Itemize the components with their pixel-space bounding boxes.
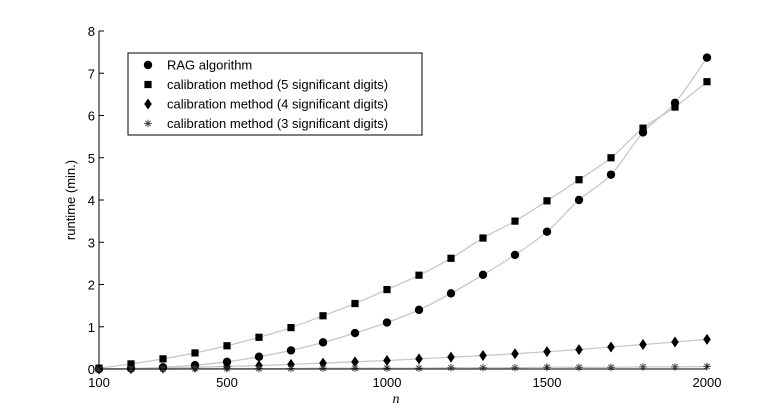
legend-marker: [143, 60, 153, 70]
series-3-point: [575, 344, 583, 356]
series-2-point: [415, 271, 423, 279]
series-3-point: [479, 349, 487, 361]
x-tick-label: 2000: [693, 375, 722, 390]
series-4-point: [319, 364, 327, 372]
series-1-point: [510, 250, 520, 260]
legend-marker: [144, 98, 152, 110]
series-4-point: [511, 363, 519, 372]
series-3-point: [703, 333, 711, 345]
y-tick-label: 7: [88, 66, 95, 81]
y-tick-label: 0: [88, 362, 95, 377]
series-3-point: [383, 355, 391, 367]
series-3-point: [543, 346, 551, 358]
legend-marker: [144, 80, 152, 89]
series-2-point: [223, 342, 231, 350]
series-2-point: [543, 197, 551, 205]
series-1-point: [286, 346, 296, 355]
series-4-point: [415, 364, 423, 372]
series-3-point: [607, 341, 615, 353]
series-1-point: [606, 170, 616, 179]
y-tick-label: 3: [88, 235, 95, 250]
series-1-point: [478, 270, 488, 279]
series-3-point: [447, 351, 455, 363]
series-2-point: [319, 312, 327, 320]
y-tick-label: 6: [88, 109, 95, 124]
series-3-point: [351, 356, 359, 368]
y-tick-label: 8: [88, 24, 95, 39]
series-2-point: [671, 103, 679, 111]
series-2-point: [159, 355, 167, 363]
y-tick-label: 4: [88, 193, 95, 208]
series-1-point: [382, 318, 392, 327]
series-3-point: [671, 336, 679, 348]
series-2-point: [287, 323, 295, 332]
x-axis-label: n: [393, 392, 400, 407]
series-4-point: [479, 363, 487, 372]
series-2-point: [639, 124, 647, 132]
x-tick-label: 100: [88, 375, 110, 390]
series-1-point: [574, 195, 584, 205]
series-2-point: [607, 154, 615, 162]
series-4-point: [607, 363, 615, 372]
x-tick-label: 500: [216, 375, 238, 390]
series-4-point: [351, 364, 359, 372]
series-2-point: [191, 349, 199, 357]
y-tick-label: 5: [88, 151, 95, 166]
series-1-point: [702, 53, 712, 62]
legend-marker: [144, 119, 152, 128]
legend-entry-label: calibration method (3 significant digits…: [167, 116, 388, 131]
series-2-point: [255, 333, 263, 341]
series-2-point: [703, 78, 711, 86]
legend-entry-label: calibration method (4 significant digits…: [167, 97, 388, 112]
series-3-point: [415, 353, 423, 365]
series-1-point: [254, 352, 264, 361]
legend-entry-label: calibration method (5 significant digits…: [167, 77, 388, 92]
series-1-point: [446, 289, 456, 298]
series-1-point: [318, 338, 328, 347]
y-tick-label: 1: [88, 320, 95, 335]
legend-entry-label: RAG algorithm: [167, 58, 252, 73]
series-2-point: [447, 254, 455, 262]
series-3-point: [511, 348, 519, 360]
axis-ticks: 100 500 1000 1500 2000 0 1 2 3 4 5 6 7 8: [88, 24, 722, 390]
legend: RAG algorithm calibration method (5 signi…: [127, 52, 423, 136]
series-2-point: [383, 285, 391, 294]
series-4-point: [639, 363, 647, 371]
series-1-point: [542, 227, 552, 236]
series-1-point: [414, 305, 424, 315]
y-tick-label: 2: [88, 278, 95, 293]
x-tick-label: 1000: [373, 375, 402, 390]
series-4-point: [575, 363, 583, 372]
series-4-point: [447, 363, 455, 372]
series-2-point: [479, 234, 487, 242]
series-2-point: [511, 217, 519, 225]
series-3-point: [639, 338, 647, 350]
legend-box: [127, 52, 423, 136]
series-2-point: [575, 176, 583, 184]
series-4-point: [671, 363, 679, 371]
x-tick-label: 1500: [533, 375, 562, 390]
data-markers: [94, 53, 712, 375]
series-2-point: [351, 299, 359, 308]
y-axis-label: runtime (min.): [63, 160, 78, 240]
series-1-point: [350, 328, 360, 338]
